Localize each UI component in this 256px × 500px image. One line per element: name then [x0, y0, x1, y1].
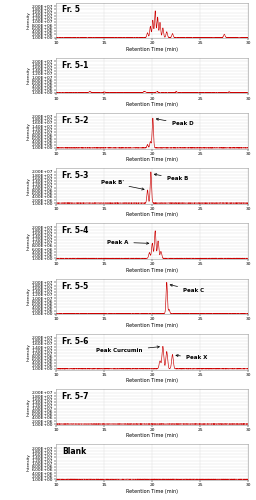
X-axis label: Retention Time (min): Retention Time (min)	[126, 46, 178, 52]
Y-axis label: Intensity: Intensity	[26, 453, 30, 471]
Y-axis label: Intensity: Intensity	[26, 343, 30, 360]
Y-axis label: Intensity: Intensity	[26, 122, 30, 140]
Text: Peak B': Peak B'	[101, 180, 144, 190]
Text: Fr. 5-6: Fr. 5-6	[62, 337, 89, 346]
Text: Peak C: Peak C	[170, 284, 204, 292]
Text: Fr. 5-1: Fr. 5-1	[62, 60, 89, 70]
Text: Fr. 5-4: Fr. 5-4	[62, 226, 89, 235]
X-axis label: Retention Time (min): Retention Time (min)	[126, 378, 178, 383]
Text: Peak D: Peak D	[156, 118, 193, 126]
Text: Peak A: Peak A	[107, 240, 149, 244]
X-axis label: Retention Time (min): Retention Time (min)	[126, 102, 178, 107]
X-axis label: Retention Time (min): Retention Time (min)	[126, 268, 178, 272]
X-axis label: Retention Time (min): Retention Time (min)	[126, 212, 178, 218]
X-axis label: Retention Time (min): Retention Time (min)	[126, 488, 178, 494]
Text: Peak X: Peak X	[176, 354, 207, 360]
Text: Peak B: Peak B	[154, 174, 188, 182]
Text: Fr. 5-7: Fr. 5-7	[62, 392, 89, 401]
Y-axis label: Intensity: Intensity	[26, 177, 30, 195]
Y-axis label: Intensity: Intensity	[26, 232, 30, 250]
Y-axis label: Intensity: Intensity	[26, 66, 30, 84]
Y-axis label: Intensity: Intensity	[26, 288, 30, 306]
Text: Blank: Blank	[62, 447, 86, 456]
X-axis label: Retention Time (min): Retention Time (min)	[126, 434, 178, 438]
Y-axis label: Intensity: Intensity	[26, 398, 30, 416]
Text: Fr. 5-5: Fr. 5-5	[62, 282, 88, 290]
Text: Fr. 5-3: Fr. 5-3	[62, 171, 89, 180]
X-axis label: Retention Time (min): Retention Time (min)	[126, 157, 178, 162]
Text: Fr. 5-2: Fr. 5-2	[62, 116, 89, 125]
Text: Peak Curcumin: Peak Curcumin	[96, 346, 159, 354]
Text: Fr. 5: Fr. 5	[62, 6, 80, 15]
X-axis label: Retention Time (min): Retention Time (min)	[126, 323, 178, 328]
Y-axis label: Intensity: Intensity	[26, 12, 30, 30]
